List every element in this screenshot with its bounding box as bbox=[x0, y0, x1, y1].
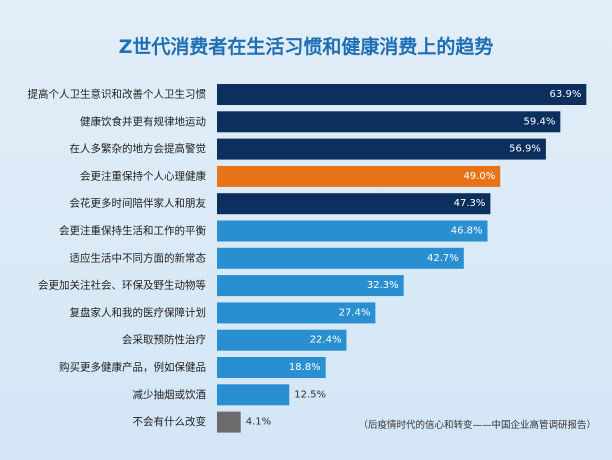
category-label: 不会有什么改变 bbox=[133, 415, 207, 428]
bar bbox=[217, 165, 501, 187]
category-label: 复盘家人和我的医疗保障计划 bbox=[70, 306, 207, 319]
value-label: 49.0% bbox=[463, 171, 495, 182]
bar bbox=[217, 111, 561, 133]
value-label: 4.1% bbox=[246, 417, 271, 428]
category-label: 适应生活中不同方面的新常态 bbox=[70, 251, 207, 264]
bar-group: 提高个人卫生意识和改善个人卫生习惯 63.9% 健康饮食并更有规律地运动 59.4% 在… bbox=[28, 84, 587, 433]
value-label: 56.9% bbox=[509, 144, 541, 155]
value-label: 18.8% bbox=[289, 362, 321, 373]
bar bbox=[217, 302, 376, 324]
bar bbox=[217, 411, 241, 433]
category-label: 减少抽烟或饮酒 bbox=[133, 388, 207, 401]
value-label: 42.7% bbox=[427, 253, 459, 264]
value-label: 59.4% bbox=[524, 116, 556, 127]
category-label: 提高个人卫生意识和改善个人卫生习惯 bbox=[28, 88, 207, 101]
value-label: 22.4% bbox=[310, 335, 342, 346]
value-label: 27.4% bbox=[339, 307, 371, 318]
bar bbox=[217, 357, 326, 378]
bar bbox=[217, 247, 464, 269]
bar bbox=[217, 193, 491, 215]
category-label: 健康饮食并更有规律地运动 bbox=[80, 115, 206, 128]
category-label: 会更注重保持个人心理健康 bbox=[80, 169, 206, 182]
chart-title: Z世代消费者在生活习惯和健康消费上的趋势 bbox=[119, 35, 494, 58]
bar bbox=[217, 220, 488, 242]
category-label: 会更注重保持生活和工作的平衡 bbox=[59, 224, 206, 237]
category-label: 会采取预防性治疗 bbox=[122, 333, 206, 346]
category-label: 购买更多健康产品，例如保健品 bbox=[59, 361, 206, 374]
bar bbox=[217, 138, 546, 160]
bar bbox=[217, 384, 290, 406]
category-label: 会更加关注社会、环保及野生动物等 bbox=[38, 279, 206, 292]
value-label: 12.5% bbox=[294, 389, 326, 400]
category-label: 会花更多时间陪伴家人和朋友 bbox=[70, 197, 207, 210]
value-label: 46.8% bbox=[451, 226, 483, 237]
category-label: 在人多繁杂的地方会提高警觉 bbox=[70, 142, 207, 155]
value-label: 63.9% bbox=[550, 89, 582, 100]
bar bbox=[217, 329, 347, 351]
value-label: 47.3% bbox=[454, 198, 486, 209]
value-label: 32.3% bbox=[367, 280, 399, 291]
chart-source: （后疫情时代的信心和转变——中国企业高管调研报告） bbox=[358, 419, 596, 431]
bar bbox=[217, 275, 404, 297]
bar bbox=[217, 84, 587, 105]
